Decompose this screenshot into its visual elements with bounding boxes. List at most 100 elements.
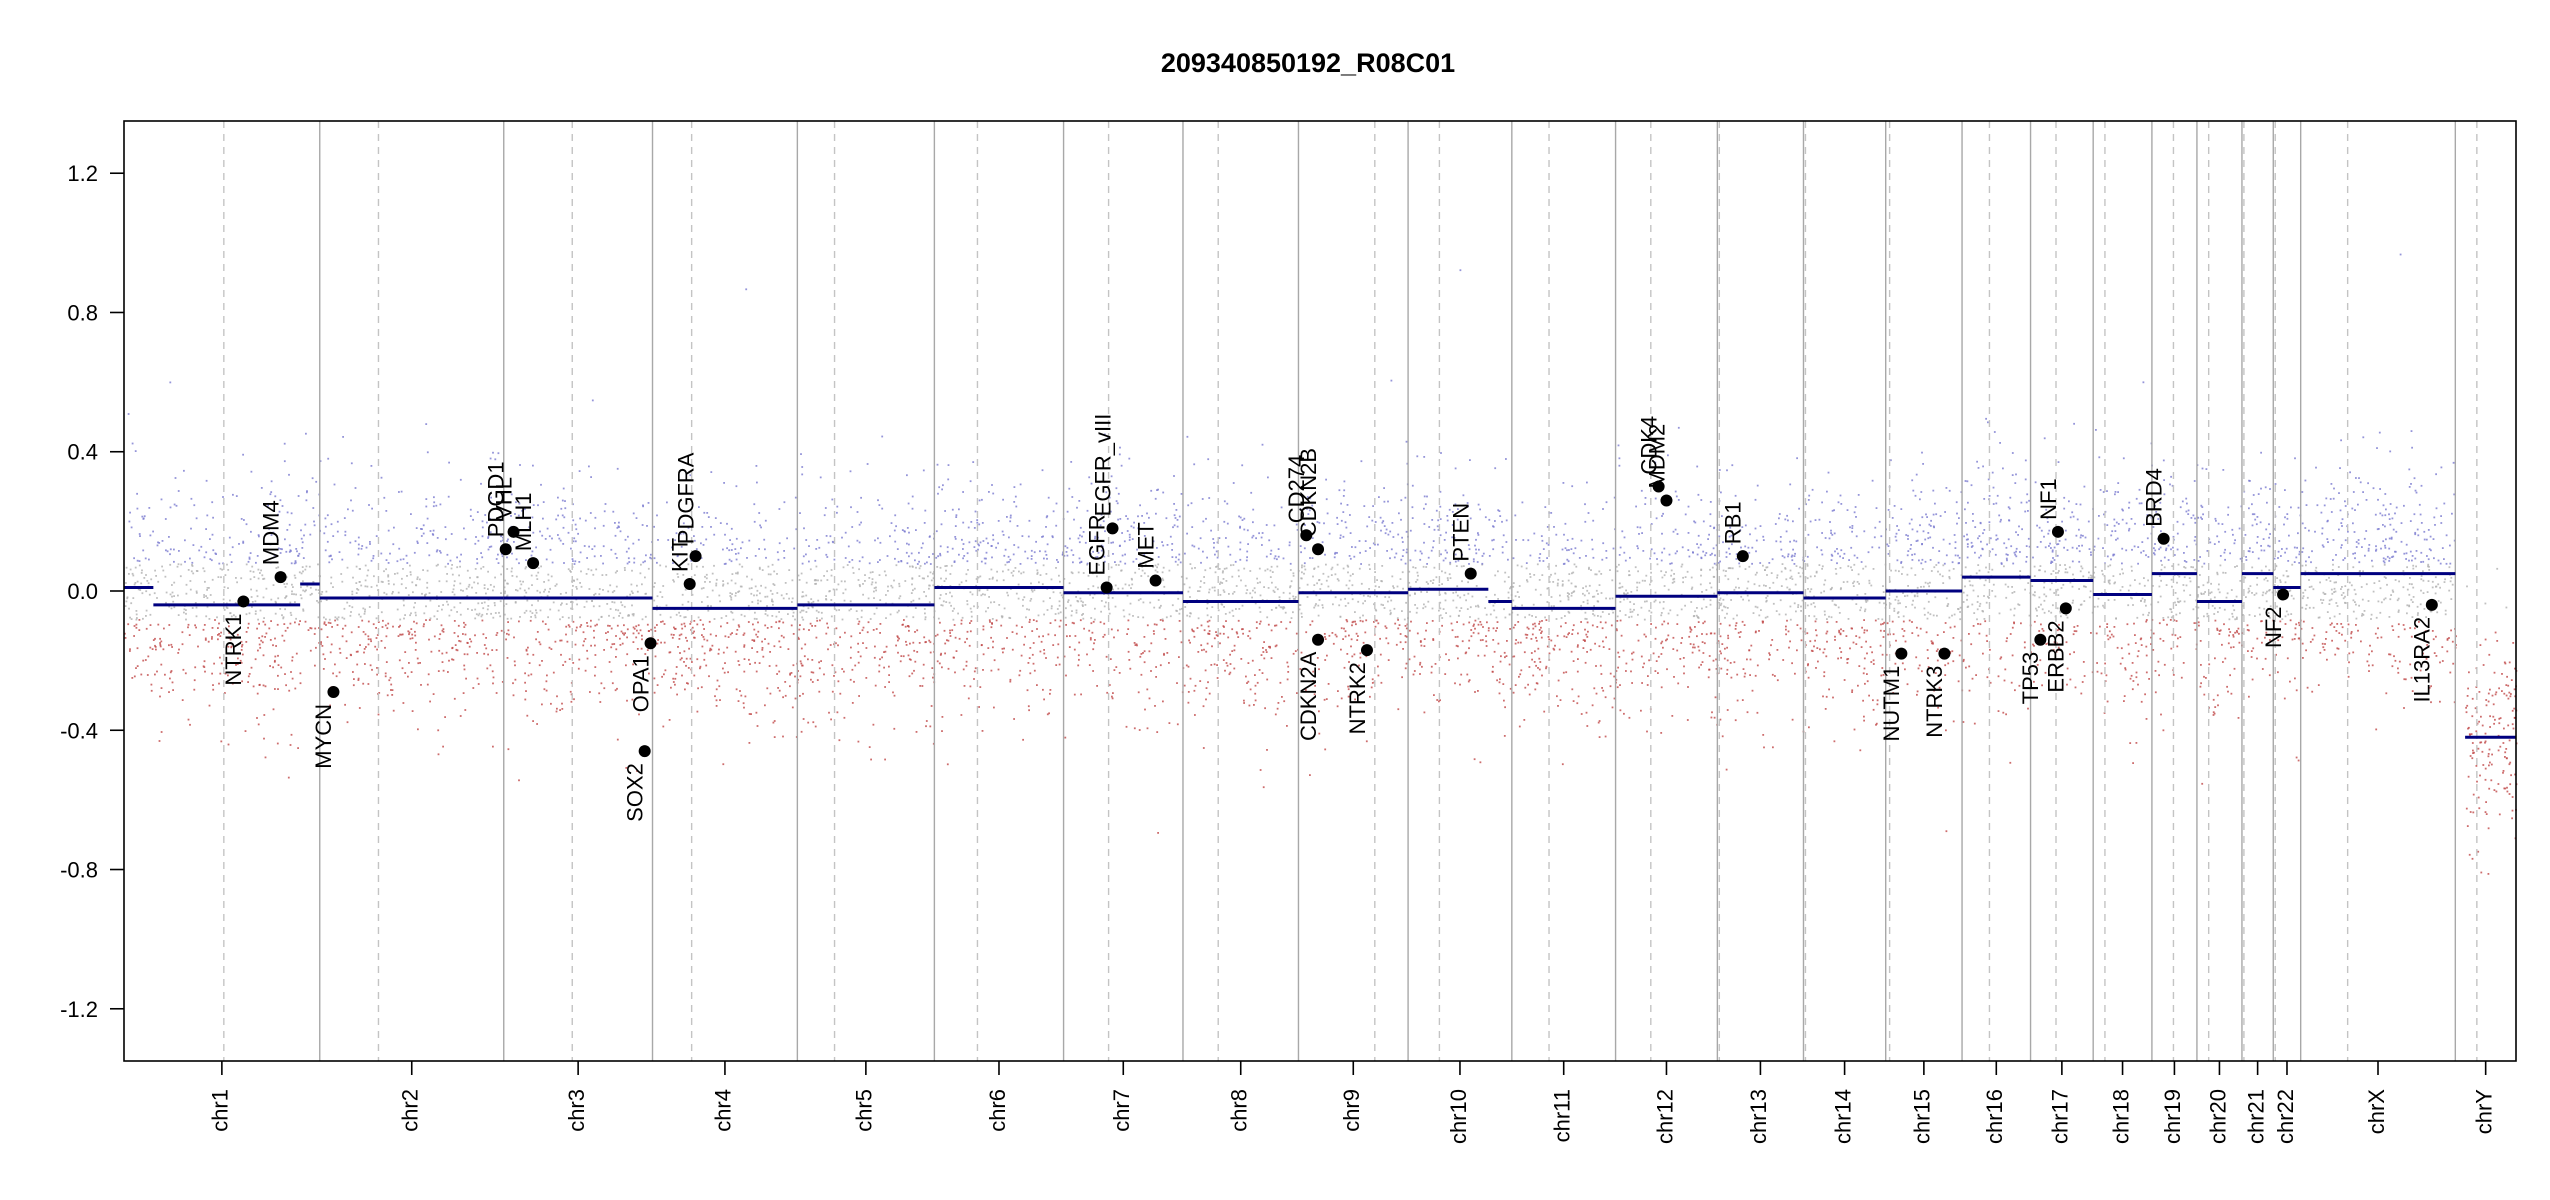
probe-point [1451, 536, 1454, 539]
probe-point [913, 669, 915, 672]
probe-point [1238, 575, 1240, 578]
probe-point [538, 641, 541, 644]
probe-point [1347, 587, 1350, 590]
probe-point [396, 560, 399, 563]
probe-point [605, 632, 607, 634]
probe-point [1139, 504, 1141, 507]
probe-point [702, 623, 704, 626]
probe-point [884, 758, 886, 761]
probe-point [1404, 625, 1407, 627]
probe-point [897, 636, 899, 639]
probe-point [1241, 464, 1244, 467]
probe-point [1073, 648, 1076, 651]
probe-point [1117, 587, 1120, 590]
probe-point [958, 637, 961, 640]
probe-point [730, 560, 733, 563]
probe-point [612, 510, 615, 513]
probe-point [258, 637, 261, 639]
probe-point [1055, 664, 1058, 666]
probe-point [328, 618, 331, 621]
probe-point [1253, 704, 1255, 706]
probe-point [857, 740, 860, 743]
probe-point [317, 589, 320, 591]
probe-point [1539, 661, 1542, 663]
probe-point [572, 503, 574, 506]
probe-point [1289, 562, 1292, 565]
probe-point [1171, 556, 1174, 558]
probe-point [220, 576, 222, 579]
probe-point [1102, 569, 1105, 571]
probe-point [1118, 545, 1121, 547]
probe-point [1654, 670, 1657, 672]
probe-point [1520, 669, 1523, 672]
probe-point [1616, 686, 1619, 689]
probe-point [1636, 581, 1638, 584]
probe-point [743, 658, 746, 660]
probe-point [1673, 573, 1675, 575]
probe-point [1142, 601, 1145, 604]
probe-point [818, 667, 821, 670]
probe-point [561, 514, 564, 517]
probe-point [703, 511, 706, 514]
probe-point [792, 633, 795, 635]
probe-point [1559, 699, 1562, 701]
probe-point [125, 566, 128, 569]
probe-point [1071, 621, 1074, 624]
probe-point [1538, 657, 1541, 660]
probe-point [1276, 588, 1279, 591]
probe-point [1401, 536, 1403, 539]
probe-point [1139, 598, 1142, 600]
probe-point [1619, 546, 1622, 549]
probe-point [248, 673, 251, 675]
probe-point [1408, 581, 1411, 584]
probe-point [1663, 620, 1666, 623]
probe-point [1431, 607, 1434, 610]
probe-point [1649, 583, 1651, 586]
probe-point [1027, 705, 1030, 708]
probe-point [1243, 517, 1246, 520]
probe-point [1169, 535, 1172, 538]
probe-point [492, 745, 494, 748]
probe-point [1136, 644, 1138, 647]
probe-point [1301, 616, 1303, 618]
probe-point [1514, 642, 1517, 645]
probe-point [1004, 563, 1007, 566]
probe-point [1596, 626, 1599, 628]
probe-point [573, 698, 575, 701]
probe-point [858, 695, 860, 697]
probe-point [724, 635, 727, 638]
probe-point [1372, 505, 1374, 507]
probe-point [1592, 613, 1594, 615]
probe-point [1054, 634, 1056, 637]
probe-point [1200, 624, 1203, 627]
probe-point [1325, 579, 1328, 582]
probe-point [1133, 642, 1136, 644]
probe-point [918, 642, 921, 644]
probe-point [223, 586, 226, 589]
probe-point [805, 594, 808, 597]
probe-point [670, 633, 673, 636]
probe-point [637, 632, 640, 635]
probe-point [923, 608, 926, 610]
probe-point [919, 565, 922, 567]
probe-point [1278, 604, 1280, 607]
probe-point [160, 687, 163, 689]
probe-point [1103, 555, 1106, 558]
probe-point [1084, 541, 1087, 544]
probe-point [1092, 596, 1094, 599]
probe-point [397, 635, 400, 637]
probe-point [687, 682, 689, 685]
probe-point [949, 585, 952, 587]
probe-point [871, 578, 874, 580]
probe-point [1191, 544, 1194, 547]
probe-point [1477, 604, 1479, 607]
probe-point [937, 492, 939, 495]
probe-point [672, 681, 675, 683]
probe-point [687, 600, 690, 603]
probe-point [1263, 641, 1265, 643]
probe-point [862, 642, 864, 644]
probe-point [764, 624, 767, 627]
probe-point [1561, 580, 1564, 582]
probe-point [1615, 565, 1618, 568]
probe-point [1092, 550, 1094, 553]
